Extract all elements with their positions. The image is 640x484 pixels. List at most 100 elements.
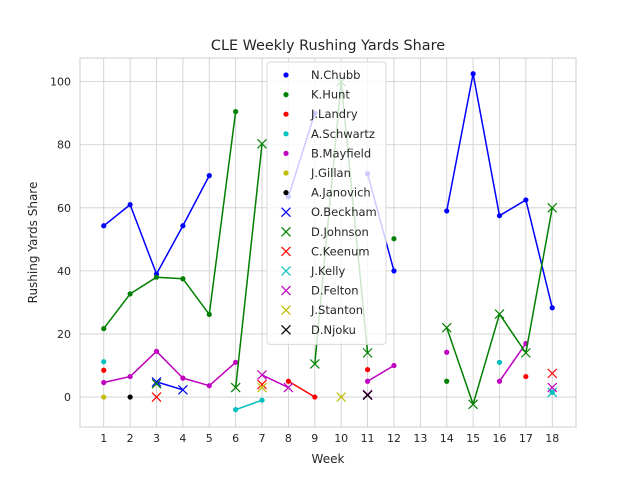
y-axis-label: Rushing Yards Share [26,182,40,304]
series-j-stanton [257,382,347,402]
legend-label: C.Keenum [311,244,370,258]
legend-item: K.Hunt [283,88,350,102]
legend-marker [283,111,289,117]
series-k-hunt [101,109,450,384]
series-a-janovich [127,394,133,400]
legend-item: D.Felton [281,284,359,298]
legend-item: B.Mayfield [283,146,371,160]
x-tick-label: 3 [153,432,160,445]
series-line-segment [446,327,474,405]
x-tick-label: 11 [361,432,375,445]
data-point [259,397,265,403]
legend-marker [283,150,289,156]
data-point [180,223,186,229]
data-point [547,382,558,393]
series-d-njoku [362,390,373,401]
y-tick-label: 60 [57,202,71,215]
series-line-segment [499,199,527,217]
data-point [547,202,558,213]
legend-label: D.Johnson [311,225,369,239]
legend-item: A.Janovich [283,186,371,200]
data-point [549,305,555,311]
legend-item: J.Gillan [283,166,351,180]
series-line-segment [182,278,210,315]
legend-marker [281,305,291,316]
data-point [257,382,267,393]
legend-item: A.Schwartz [283,127,375,141]
y-tick-label: 40 [57,265,71,278]
x-tick-label: 5 [206,432,213,445]
data-point [523,197,529,203]
series-j-kelly [547,387,558,398]
data-point [153,274,160,280]
y-tick-label: 20 [57,328,71,341]
legend-label: N.Chubb [311,68,360,82]
legend-marker [281,324,291,335]
legend-marker [283,170,289,176]
data-point [151,392,162,402]
x-tick-label: 16 [492,432,506,445]
data-point [336,392,347,402]
series-line-segment [261,374,289,389]
series-line-segment [472,73,501,216]
legend-marker [281,226,291,237]
x-tick-label: 17 [519,432,533,445]
data-point [101,359,107,365]
data-point [523,373,529,380]
x-tick-label: 12 [387,432,401,445]
data-point [283,382,294,393]
data-point [127,291,133,297]
legend-label: O.Beckham [311,205,377,219]
x-tick-label: 14 [440,432,454,445]
data-point [206,173,212,179]
legend-box [266,61,387,345]
legend-item: J.Stanton [281,303,363,317]
data-point [233,359,239,365]
series-line-segment [156,276,183,280]
y-tick-label: 80 [57,139,71,152]
x-tick-label: 6 [232,432,239,445]
series-line-segment [103,204,131,227]
x-tick-label: 1 [100,432,107,445]
series-o-beckham [151,376,188,395]
legend: N.Chubb K.Hunt J.Landry A.Schwartz B.Mayfiel… [266,61,387,345]
series-line-segment [472,313,501,405]
data-point [101,223,107,229]
data-point [151,378,162,389]
data-point [441,322,452,333]
data-point [312,394,318,400]
series-b-mayfield [101,340,529,389]
data-point [206,383,212,389]
data-point [257,370,267,380]
x-tick-label: 7 [259,432,266,445]
series-line-segment [156,381,184,391]
data-point [520,347,531,358]
x-tick-label: 4 [179,432,186,445]
legend-label: B.Mayfield [311,146,371,160]
legend-item: N.Chubb [283,68,360,82]
legend-marker [281,266,291,276]
x-axis-label: Week [312,452,345,466]
data-point [127,373,133,380]
series-line-segment [445,73,474,212]
data-point [494,309,505,320]
data-point [233,407,239,413]
data-point [444,208,450,214]
series-line-segment [103,293,131,330]
series-line-segment [103,375,131,384]
series-c-keenum [151,368,558,402]
data-point [101,367,107,373]
data-point [101,394,107,400]
data-point [180,276,186,282]
x-tick-label: 18 [545,432,559,445]
data-point [309,358,320,369]
data-point [127,202,133,208]
series-line-segment [234,143,263,388]
plot-frame [79,57,577,428]
data-point [391,362,397,369]
x-tick-label: 9 [311,432,318,445]
data-point [177,384,188,395]
